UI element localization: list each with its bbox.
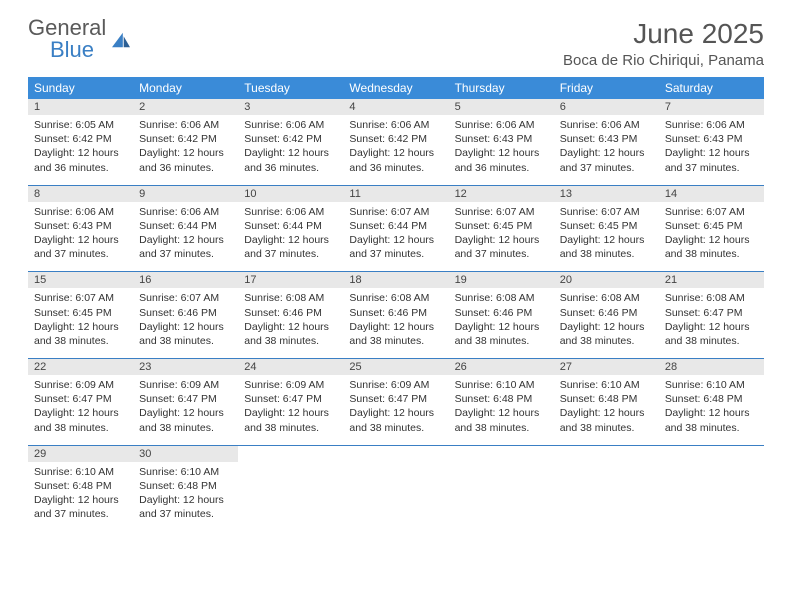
day-number-cell: 13 — [554, 186, 659, 202]
day-number-cell: 20 — [554, 272, 659, 288]
day-number-cell: 3 — [238, 99, 343, 115]
day-number-cell: 14 — [659, 186, 764, 202]
day-content-cell: Sunrise: 6:10 AMSunset: 6:48 PMDaylight:… — [554, 375, 659, 445]
day-content-cell: Sunrise: 6:08 AMSunset: 6:46 PMDaylight:… — [238, 288, 343, 358]
logo-text: General Blue — [28, 18, 106, 62]
day-content-cell: Sunrise: 6:06 AMSunset: 6:43 PMDaylight:… — [449, 115, 554, 185]
day-content-row: Sunrise: 6:09 AMSunset: 6:47 PMDaylight:… — [28, 375, 764, 445]
day-number-cell: 8 — [28, 186, 133, 202]
day-content-cell: Sunrise: 6:06 AMSunset: 6:42 PMDaylight:… — [238, 115, 343, 185]
day-number-cell: 24 — [238, 359, 343, 375]
brand-logo: General Blue — [28, 18, 132, 62]
day-number-cell — [659, 446, 764, 462]
day-content-cell: Sunrise: 6:06 AMSunset: 6:44 PMDaylight:… — [133, 202, 238, 272]
day-number-cell: 30 — [133, 446, 238, 462]
dow-wednesday: Wednesday — [343, 77, 448, 99]
day-content-cell — [659, 462, 764, 532]
day-content-cell — [343, 462, 448, 532]
calendar-table: Sunday Monday Tuesday Wednesday Thursday… — [28, 77, 764, 531]
day-number-cell: 21 — [659, 272, 764, 288]
day-content-cell: Sunrise: 6:07 AMSunset: 6:45 PMDaylight:… — [449, 202, 554, 272]
day-content-cell — [449, 462, 554, 532]
calendar-body: 1234567Sunrise: 6:05 AMSunset: 6:42 PMDa… — [28, 99, 764, 531]
dow-saturday: Saturday — [659, 77, 764, 99]
day-content-cell: Sunrise: 6:06 AMSunset: 6:43 PMDaylight:… — [28, 202, 133, 272]
day-number-cell: 15 — [28, 272, 133, 288]
day-number-cell: 25 — [343, 359, 448, 375]
day-number-cell: 10 — [238, 186, 343, 202]
day-content-cell: Sunrise: 6:08 AMSunset: 6:46 PMDaylight:… — [343, 288, 448, 358]
day-content-cell: Sunrise: 6:07 AMSunset: 6:45 PMDaylight:… — [28, 288, 133, 358]
dow-tuesday: Tuesday — [238, 77, 343, 99]
day-content-cell: Sunrise: 6:09 AMSunset: 6:47 PMDaylight:… — [133, 375, 238, 445]
month-title: June 2025 — [563, 18, 764, 50]
day-number-cell: 2 — [133, 99, 238, 115]
day-content-row: Sunrise: 6:10 AMSunset: 6:48 PMDaylight:… — [28, 462, 764, 532]
day-content-cell: Sunrise: 6:08 AMSunset: 6:46 PMDaylight:… — [554, 288, 659, 358]
dow-friday: Friday — [554, 77, 659, 99]
day-content-cell: Sunrise: 6:10 AMSunset: 6:48 PMDaylight:… — [133, 462, 238, 532]
day-content-cell: Sunrise: 6:10 AMSunset: 6:48 PMDaylight:… — [659, 375, 764, 445]
day-content-cell: Sunrise: 6:07 AMSunset: 6:45 PMDaylight:… — [659, 202, 764, 272]
day-number-row: 891011121314 — [28, 186, 764, 202]
day-content-cell — [554, 462, 659, 532]
day-number-cell: 18 — [343, 272, 448, 288]
brand-word-2: Blue — [28, 37, 94, 62]
day-number-cell: 22 — [28, 359, 133, 375]
day-number-cell: 27 — [554, 359, 659, 375]
day-number-cell: 7 — [659, 99, 764, 115]
day-number-cell: 26 — [449, 359, 554, 375]
day-content-cell: Sunrise: 6:10 AMSunset: 6:48 PMDaylight:… — [449, 375, 554, 445]
day-content-cell: Sunrise: 6:10 AMSunset: 6:48 PMDaylight:… — [28, 462, 133, 532]
day-content-cell: Sunrise: 6:06 AMSunset: 6:42 PMDaylight:… — [133, 115, 238, 185]
sail-icon — [110, 31, 132, 49]
day-number-cell: 4 — [343, 99, 448, 115]
day-content-row: Sunrise: 6:05 AMSunset: 6:42 PMDaylight:… — [28, 115, 764, 185]
day-number-cell: 5 — [449, 99, 554, 115]
day-number-cell: 29 — [28, 446, 133, 462]
day-number-row: 2930 — [28, 446, 764, 462]
day-number-cell — [238, 446, 343, 462]
day-number-cell: 11 — [343, 186, 448, 202]
day-content-row: Sunrise: 6:06 AMSunset: 6:43 PMDaylight:… — [28, 202, 764, 272]
day-number-cell — [449, 446, 554, 462]
day-content-cell: Sunrise: 6:07 AMSunset: 6:46 PMDaylight:… — [133, 288, 238, 358]
day-number-cell: 23 — [133, 359, 238, 375]
dow-sunday: Sunday — [28, 77, 133, 99]
day-content-cell: Sunrise: 6:09 AMSunset: 6:47 PMDaylight:… — [28, 375, 133, 445]
day-number-cell: 17 — [238, 272, 343, 288]
header: General Blue June 2025 Boca de Rio Chiri… — [28, 18, 764, 69]
day-content-cell — [238, 462, 343, 532]
day-number-cell: 12 — [449, 186, 554, 202]
day-content-cell: Sunrise: 6:06 AMSunset: 6:43 PMDaylight:… — [554, 115, 659, 185]
day-number-cell: 9 — [133, 186, 238, 202]
day-content-cell: Sunrise: 6:05 AMSunset: 6:42 PMDaylight:… — [28, 115, 133, 185]
calendar-page: General Blue June 2025 Boca de Rio Chiri… — [0, 0, 792, 549]
dow-monday: Monday — [133, 77, 238, 99]
day-number-cell: 16 — [133, 272, 238, 288]
day-content-row: Sunrise: 6:07 AMSunset: 6:45 PMDaylight:… — [28, 288, 764, 358]
day-number-cell — [343, 446, 448, 462]
day-content-cell: Sunrise: 6:07 AMSunset: 6:45 PMDaylight:… — [554, 202, 659, 272]
day-number-cell: 6 — [554, 99, 659, 115]
location-label: Boca de Rio Chiriqui, Panama — [563, 52, 764, 69]
day-number-cell: 28 — [659, 359, 764, 375]
day-number-row: 22232425262728 — [28, 359, 764, 375]
day-content-cell: Sunrise: 6:06 AMSunset: 6:44 PMDaylight:… — [238, 202, 343, 272]
day-content-cell: Sunrise: 6:07 AMSunset: 6:44 PMDaylight:… — [343, 202, 448, 272]
day-content-cell: Sunrise: 6:08 AMSunset: 6:46 PMDaylight:… — [449, 288, 554, 358]
day-number-row: 15161718192021 — [28, 272, 764, 288]
day-number-row: 1234567 — [28, 99, 764, 115]
day-number-cell — [554, 446, 659, 462]
day-content-cell: Sunrise: 6:06 AMSunset: 6:42 PMDaylight:… — [343, 115, 448, 185]
day-content-cell: Sunrise: 6:06 AMSunset: 6:43 PMDaylight:… — [659, 115, 764, 185]
day-content-cell: Sunrise: 6:09 AMSunset: 6:47 PMDaylight:… — [238, 375, 343, 445]
title-block: June 2025 Boca de Rio Chiriqui, Panama — [563, 18, 764, 69]
day-number-cell: 1 — [28, 99, 133, 115]
day-content-cell: Sunrise: 6:08 AMSunset: 6:47 PMDaylight:… — [659, 288, 764, 358]
day-of-week-row: Sunday Monday Tuesday Wednesday Thursday… — [28, 77, 764, 99]
dow-thursday: Thursday — [449, 77, 554, 99]
day-content-cell: Sunrise: 6:09 AMSunset: 6:47 PMDaylight:… — [343, 375, 448, 445]
day-number-cell: 19 — [449, 272, 554, 288]
